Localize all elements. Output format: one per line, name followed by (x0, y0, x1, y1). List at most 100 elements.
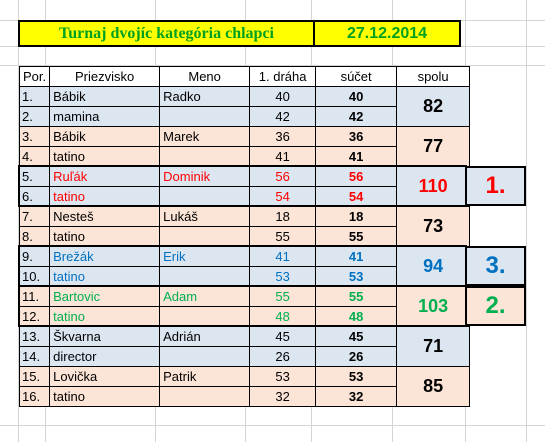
first-name-cell[interactable]: Marek (159, 126, 251, 147)
surname-cell[interactable]: Lovička (49, 366, 161, 387)
first-name-cell[interactable] (159, 226, 251, 247)
surname-cell[interactable]: tatino (49, 226, 161, 247)
lane1-score-cell[interactable]: 48 (249, 306, 317, 327)
row-number[interactable]: 9. (18, 246, 51, 267)
surname-cell[interactable]: mamina (49, 106, 161, 127)
surname-cell[interactable]: tatino (49, 186, 161, 207)
lane1-score-cell[interactable]: 26 (249, 346, 317, 367)
sum-score-cell[interactable]: 45 (315, 326, 398, 347)
row-number[interactable]: 1. (18, 86, 51, 107)
row-number[interactable]: 5. (18, 166, 51, 187)
first-name-cell[interactable]: Lukáš (159, 206, 251, 227)
lane1-score-cell[interactable]: 41 (249, 246, 317, 267)
first-name-cell[interactable] (159, 146, 251, 167)
row-number[interactable]: 13. (18, 326, 51, 347)
first-name-cell[interactable] (159, 266, 251, 287)
row-number[interactable]: 8. (18, 226, 51, 247)
team-total-cell[interactable]: 82 (396, 86, 471, 127)
row-number[interactable]: 7. (18, 206, 51, 227)
surname-cell[interactable]: tatino (49, 306, 161, 327)
sum-score-cell[interactable]: 41 (315, 146, 398, 167)
surname-cell[interactable]: Bábik (49, 126, 161, 147)
row-number[interactable]: 3. (18, 126, 51, 147)
lane1-score-cell[interactable]: 32 (249, 386, 317, 407)
lane1-score-cell[interactable]: 53 (249, 266, 317, 287)
tournament-title: Turnaj dvojíc kategória chlapci (59, 24, 274, 42)
sum-score-cell[interactable]: 26 (315, 346, 398, 367)
col-header-lane1: 1. dráha (249, 66, 317, 87)
lane1-score-cell[interactable]: 53 (249, 366, 317, 387)
sum-score-cell[interactable]: 42 (315, 106, 398, 127)
surname-cell[interactable]: director (49, 346, 161, 367)
surname-cell[interactable]: Nesteš (49, 206, 161, 227)
sum-score-cell[interactable]: 55 (315, 286, 398, 307)
surname-cell[interactable]: Škvarna (49, 326, 161, 347)
row-number[interactable]: 16. (18, 386, 51, 407)
first-name-cell[interactable] (159, 306, 251, 327)
team-total-cell[interactable]: 94 (396, 246, 471, 287)
first-name-cell[interactable] (159, 186, 251, 207)
first-name-cell[interactable] (159, 106, 251, 127)
lane1-score-cell[interactable]: 54 (249, 186, 317, 207)
surname-cell[interactable]: tatino (49, 386, 161, 407)
table-row: 16. tatino 32 32 (18, 386, 470, 407)
team-total-cell[interactable]: 71 (396, 326, 471, 367)
first-name-cell[interactable] (159, 346, 251, 367)
row-number[interactable]: 11. (18, 286, 51, 307)
lane1-score-cell[interactable]: 42 (249, 106, 317, 127)
placement-medal: 3. (465, 246, 526, 286)
table-row: 13. Škvarna Adrián 45 45 71 (18, 326, 471, 367)
team-total-cell[interactable]: 73 (396, 206, 471, 247)
surname-cell[interactable]: tatino (49, 146, 161, 167)
first-name-cell[interactable]: Adrián (159, 326, 251, 347)
lane1-score-cell[interactable]: 56 (249, 166, 317, 187)
row-number[interactable]: 12. (18, 306, 51, 327)
sum-score-cell[interactable]: 53 (315, 266, 398, 287)
sum-score-cell[interactable]: 54 (315, 186, 398, 207)
sum-score-cell[interactable]: 55 (315, 226, 398, 247)
first-name-cell[interactable]: Erik (159, 246, 251, 267)
row-number[interactable]: 10. (18, 266, 51, 287)
sum-score-cell[interactable]: 36 (315, 126, 398, 147)
surname-cell[interactable]: Ruľák (49, 166, 161, 187)
lane1-score-cell[interactable]: 45 (249, 326, 317, 347)
row-number[interactable]: 6. (18, 186, 51, 207)
lane1-score-cell[interactable]: 41 (249, 146, 317, 167)
first-name-cell[interactable] (159, 386, 251, 407)
sum-score-cell[interactable]: 53 (315, 366, 398, 387)
sum-score-cell[interactable]: 41 (315, 246, 398, 267)
table-row: 12. tatino 48 48 (18, 306, 470, 327)
lane1-score-cell[interactable]: 55 (249, 226, 317, 247)
first-name-cell[interactable]: Adam (159, 286, 251, 307)
col-header-total: spolu (396, 66, 471, 87)
team-total-cell[interactable]: 103 (396, 286, 471, 327)
row-number[interactable]: 15. (18, 366, 51, 387)
lane1-score-cell[interactable]: 55 (249, 286, 317, 307)
sum-score-cell[interactable]: 40 (315, 86, 398, 107)
table-row: 6. tatino 54 54 (18, 186, 470, 207)
placement-medal: 2. (465, 286, 526, 326)
lane1-score-cell[interactable]: 36 (249, 126, 317, 147)
lane1-score-cell[interactable]: 40 (249, 86, 317, 107)
sum-score-cell[interactable]: 56 (315, 166, 398, 187)
table-row: 1. Bábik Radko 40 40 82 (18, 86, 471, 127)
placement-medal: 1. (465, 166, 526, 206)
first-name-cell[interactable]: Radko (159, 86, 251, 107)
sum-score-cell[interactable]: 48 (315, 306, 398, 327)
team-total-cell[interactable]: 110 (396, 166, 471, 207)
row-number[interactable]: 14. (18, 346, 51, 367)
team-total-cell[interactable]: 85 (396, 366, 471, 407)
table-row: 15. Lovička Patrik 53 53 85 (18, 366, 471, 407)
surname-cell[interactable]: Bartovic (49, 286, 161, 307)
sum-score-cell[interactable]: 18 (315, 206, 398, 227)
team-total-cell[interactable]: 77 (396, 126, 471, 167)
surname-cell[interactable]: tatino (49, 266, 161, 287)
surname-cell[interactable]: Bábik (49, 86, 161, 107)
row-number[interactable]: 4. (18, 146, 51, 167)
lane1-score-cell[interactable]: 18 (249, 206, 317, 227)
sum-score-cell[interactable]: 32 (315, 386, 398, 407)
surname-cell[interactable]: Brežák (49, 246, 161, 267)
row-number[interactable]: 2. (18, 106, 51, 127)
first-name-cell[interactable]: Dominik (159, 166, 251, 187)
first-name-cell[interactable]: Patrik (159, 366, 251, 387)
